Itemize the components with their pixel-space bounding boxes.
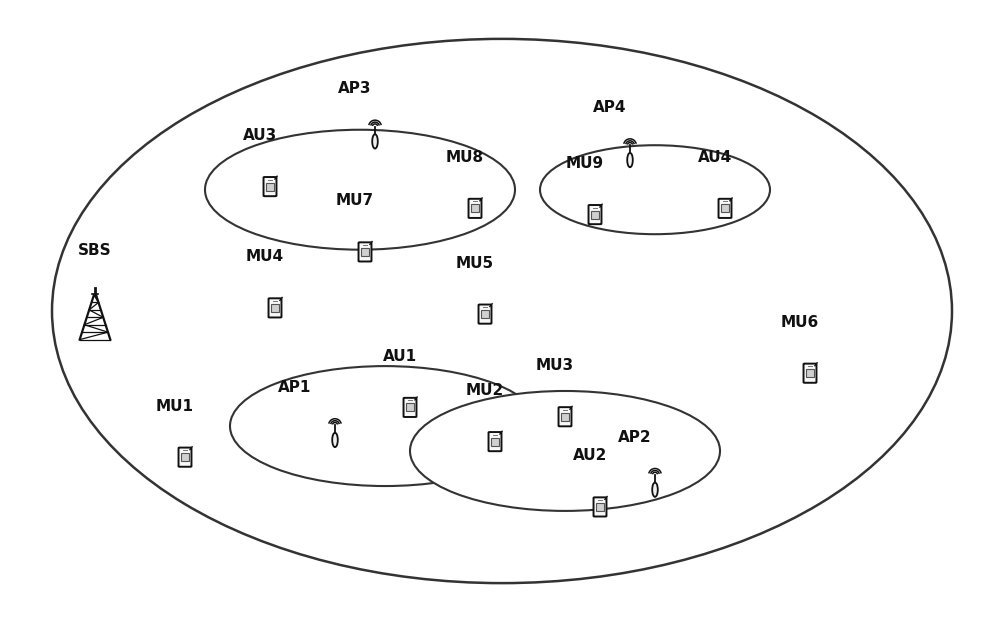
Ellipse shape [652, 483, 658, 497]
Text: SBS: SBS [78, 243, 112, 258]
Ellipse shape [627, 153, 633, 167]
Text: AU3: AU3 [243, 128, 277, 143]
Text: MU6: MU6 [781, 315, 819, 330]
Bar [471, 205, 479, 212]
FancyBboxPatch shape [269, 299, 281, 317]
Bar [591, 211, 599, 218]
Bar [561, 413, 569, 420]
FancyBboxPatch shape [404, 398, 416, 417]
Text: MU7: MU7 [336, 193, 374, 208]
Text: MU9: MU9 [566, 156, 604, 171]
Ellipse shape [230, 366, 540, 486]
Bar [721, 205, 729, 212]
Text: MU4: MU4 [246, 249, 284, 264]
Text: AU2: AU2 [573, 448, 607, 463]
Text: AP3: AP3 [338, 81, 372, 96]
Ellipse shape [372, 134, 378, 149]
FancyBboxPatch shape [469, 199, 481, 218]
Bar [271, 304, 279, 312]
Bar [491, 438, 499, 445]
FancyBboxPatch shape [479, 305, 491, 323]
Text: AU4: AU4 [698, 150, 732, 165]
FancyBboxPatch shape [719, 199, 731, 218]
Text: AP1: AP1 [278, 380, 312, 395]
Text: AP2: AP2 [618, 430, 652, 445]
Bar [181, 453, 189, 461]
Ellipse shape [205, 130, 515, 249]
Bar [266, 183, 274, 190]
Text: MU1: MU1 [156, 399, 194, 414]
FancyBboxPatch shape [804, 364, 816, 383]
FancyBboxPatch shape [589, 205, 601, 224]
Text: MU5: MU5 [456, 256, 494, 271]
Bar [361, 248, 369, 256]
Bar [806, 369, 814, 377]
Ellipse shape [540, 145, 770, 234]
FancyBboxPatch shape [489, 432, 501, 451]
Text: MU8: MU8 [446, 150, 484, 165]
Ellipse shape [410, 391, 720, 511]
FancyBboxPatch shape [179, 448, 191, 466]
FancyBboxPatch shape [559, 407, 571, 426]
Bar [481, 310, 489, 318]
Bar [596, 503, 604, 511]
Ellipse shape [52, 39, 952, 583]
Bar [406, 404, 414, 411]
Ellipse shape [332, 433, 338, 447]
Text: AP4: AP4 [593, 100, 627, 115]
Text: MU3: MU3 [536, 358, 574, 373]
FancyBboxPatch shape [359, 243, 371, 261]
FancyBboxPatch shape [264, 177, 276, 196]
Text: MU2: MU2 [466, 383, 504, 398]
FancyBboxPatch shape [594, 498, 606, 516]
Text: AU1: AU1 [383, 349, 417, 364]
